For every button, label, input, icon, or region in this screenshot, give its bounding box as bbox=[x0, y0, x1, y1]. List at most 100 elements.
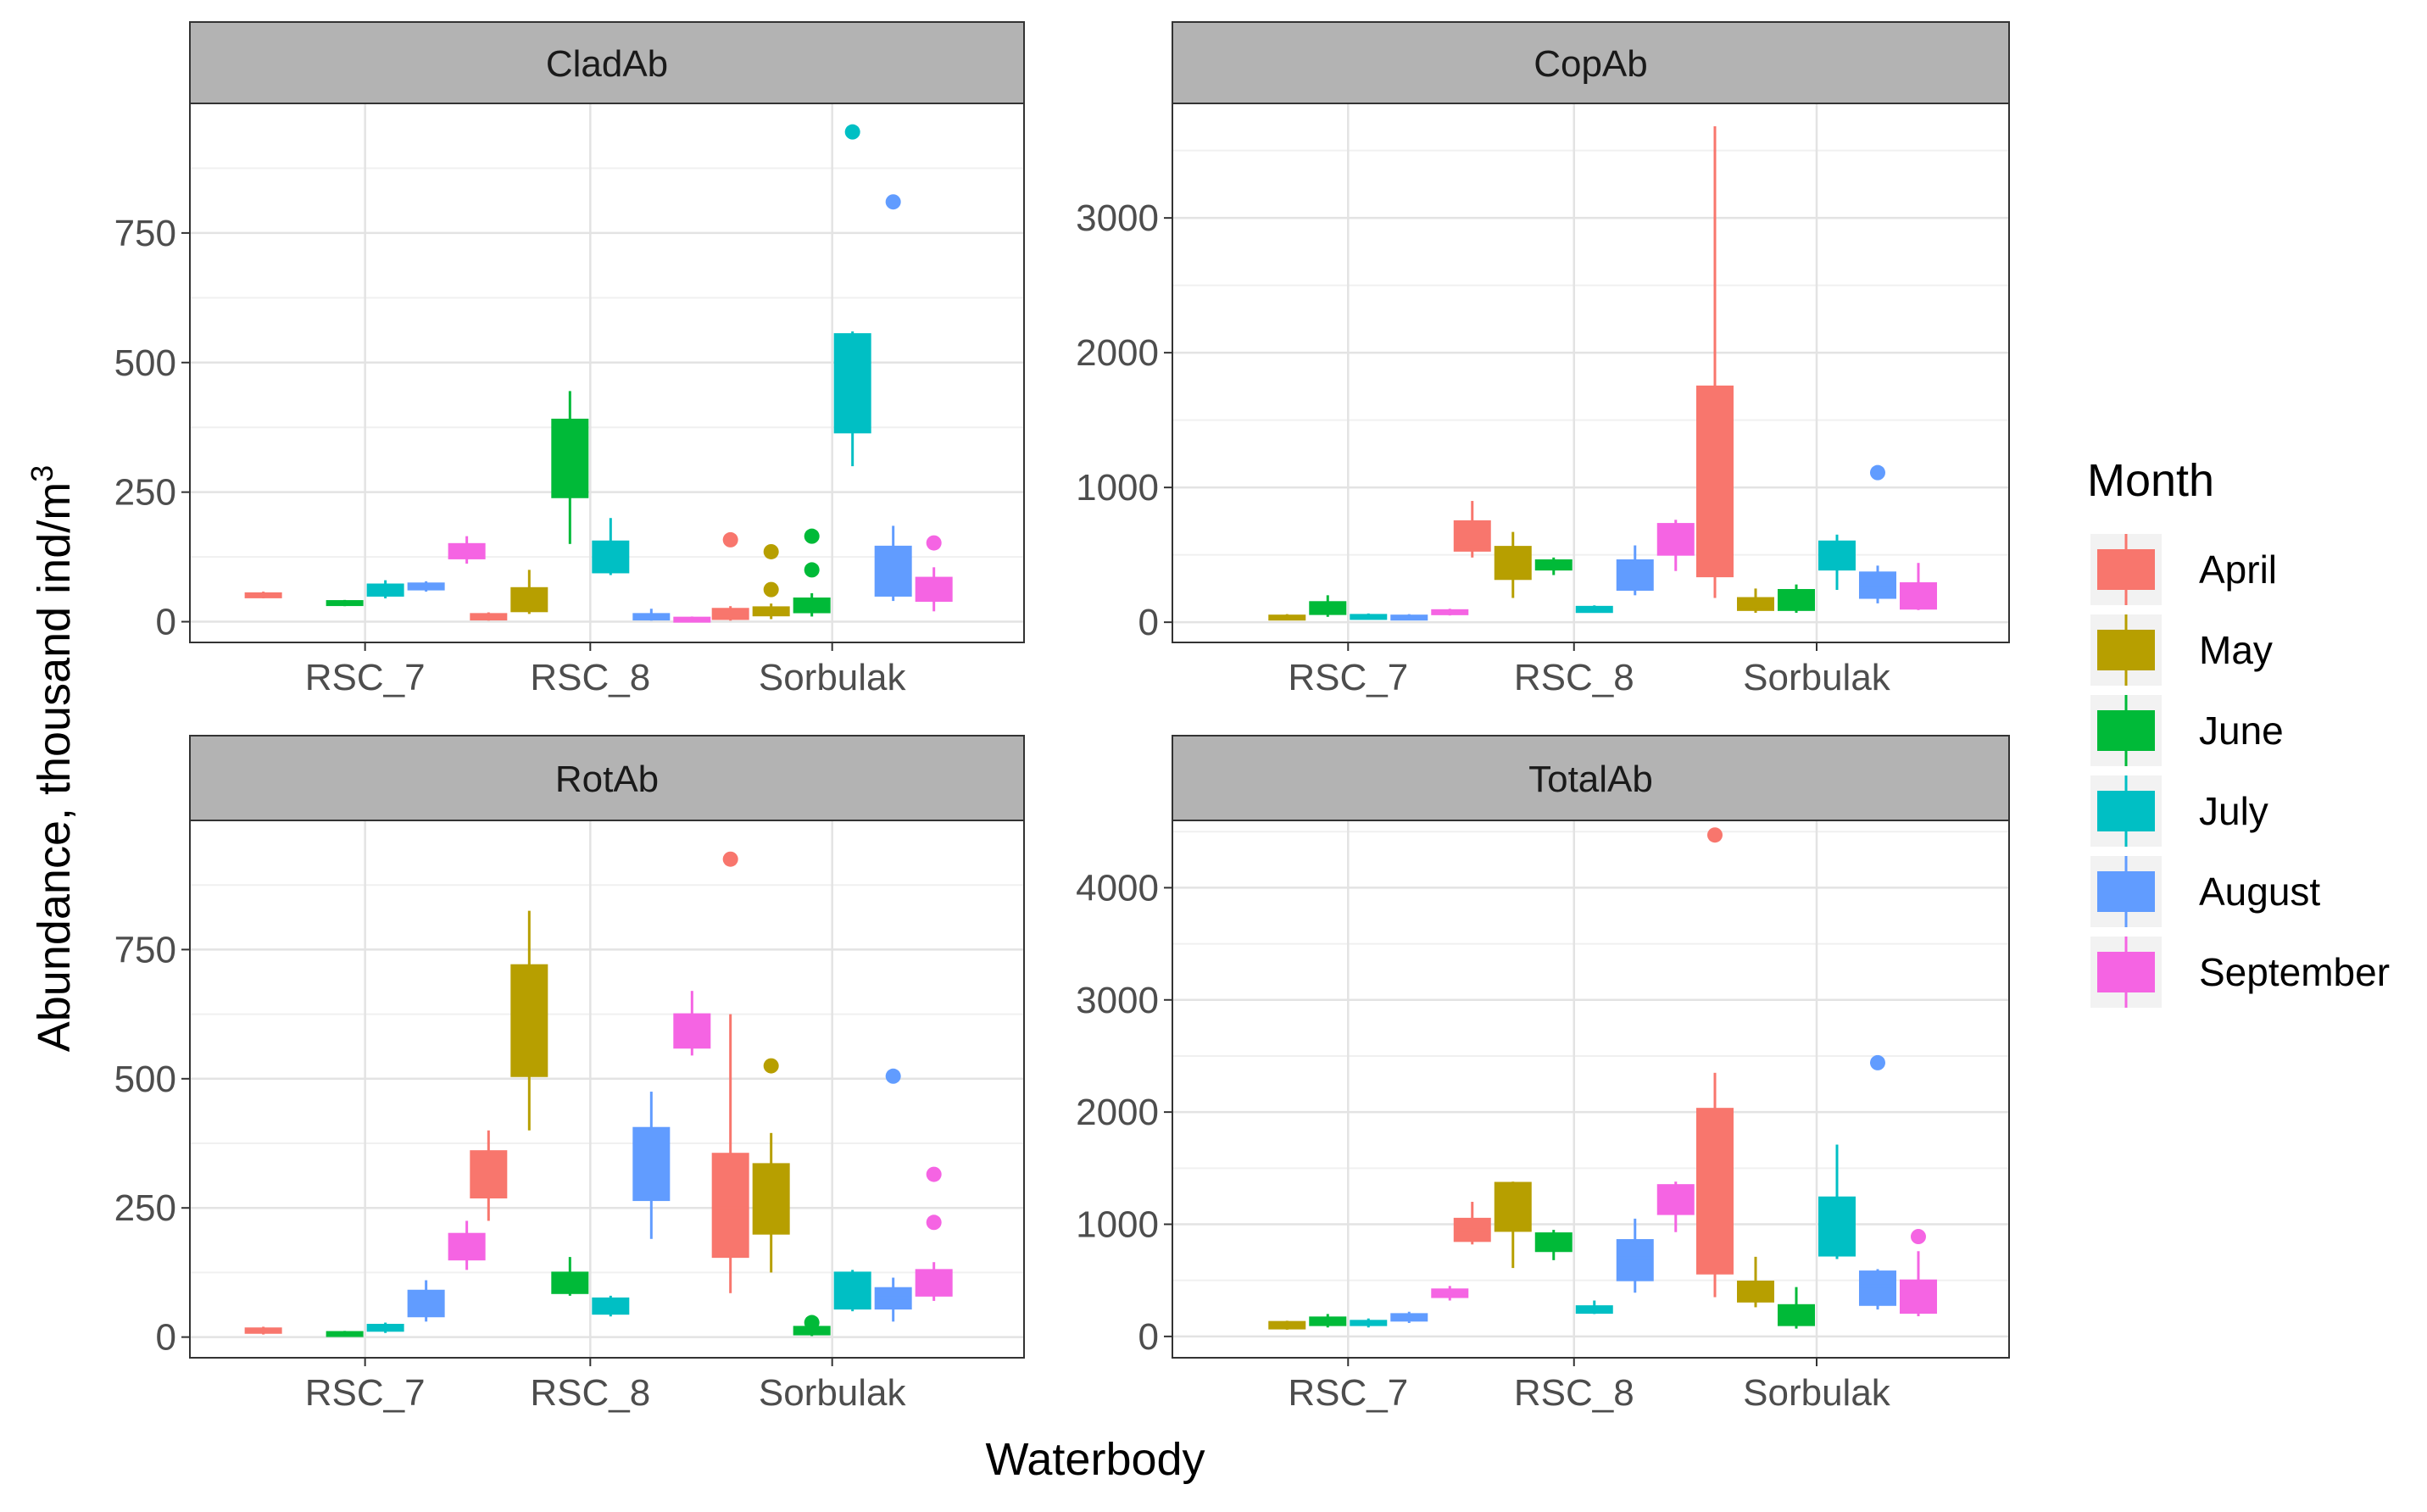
box-rsc_8-july bbox=[1575, 1300, 1613, 1315]
box-rsc_7-august bbox=[407, 1280, 445, 1322]
box-outlier bbox=[804, 562, 820, 578]
box-body bbox=[793, 598, 831, 614]
box-rsc_7-june bbox=[326, 599, 364, 607]
y-tick-label: 750 bbox=[114, 929, 176, 970]
box-body bbox=[1858, 571, 1896, 599]
box-rsc_8-july bbox=[1575, 605, 1613, 614]
legend-item-may: May bbox=[2090, 614, 2273, 686]
box-body bbox=[510, 964, 548, 1077]
y-tick-label: 1000 bbox=[1076, 1203, 1159, 1245]
box-body bbox=[1616, 1239, 1654, 1281]
box-body bbox=[915, 576, 953, 603]
panel-copab: 0 1000 2000 3000 RSC_7 RSC_8 Sorbulak CopAb bbox=[1076, 21, 2010, 698]
box-body bbox=[752, 1163, 790, 1235]
box-body bbox=[592, 540, 630, 574]
y-tick-label: 250 bbox=[114, 472, 176, 514]
box-body bbox=[833, 1271, 871, 1310]
box-rsc_8-september bbox=[673, 616, 711, 623]
legend-key-box bbox=[2097, 952, 2155, 992]
box-body bbox=[632, 1126, 671, 1202]
box-sorbulak-april bbox=[1695, 827, 1734, 1298]
box-outlier bbox=[885, 194, 901, 210]
box-body bbox=[833, 333, 871, 434]
box-rsc_8-august bbox=[632, 609, 671, 621]
box-rsc_8-may bbox=[510, 570, 548, 614]
box-sorbulak-july bbox=[1817, 534, 1856, 590]
box-sorbulak-august bbox=[1858, 464, 1896, 603]
box-body bbox=[711, 1153, 749, 1259]
box-sorbulak-may bbox=[752, 1058, 790, 1273]
box-body bbox=[915, 1269, 953, 1297]
panel-background bbox=[190, 820, 1024, 1358]
box-rsc_8-june bbox=[551, 391, 589, 544]
legend: Month April May June July August September bbox=[2087, 455, 2390, 1008]
legend-title: Month bbox=[2087, 455, 2214, 506]
panel-background bbox=[1172, 103, 2009, 642]
box-rsc_8-april bbox=[470, 1130, 508, 1221]
box-body bbox=[1695, 1108, 1734, 1275]
y-axis-title-main: Abundance, thousand ind/m bbox=[29, 482, 80, 1053]
box-rsc_8-june bbox=[551, 1257, 589, 1296]
box-rsc_8-june bbox=[1534, 1230, 1573, 1260]
box-rsc_7-june bbox=[1309, 1314, 1347, 1328]
box-body bbox=[407, 1289, 445, 1318]
y-tick-label: 0 bbox=[156, 602, 176, 643]
panel-background bbox=[1172, 820, 2009, 1358]
box-sorbulak-may bbox=[1736, 588, 1774, 614]
box-body bbox=[1777, 1304, 1815, 1326]
x-axis-title: Waterbody bbox=[985, 1434, 1205, 1485]
box-body bbox=[470, 1150, 508, 1199]
x-tick-label: Sorbulak bbox=[1743, 1372, 1891, 1414]
box-rsc_8-april bbox=[470, 612, 508, 621]
legend-key-box bbox=[2097, 791, 2155, 831]
box-rsc_7-june bbox=[1309, 595, 1347, 617]
panel-rotab: 0 250 500 750 RSC_7 RSC_8 Sorbulak RotAb bbox=[114, 735, 1025, 1414]
box-rsc_7-july bbox=[366, 1322, 404, 1333]
box-rsc_7-september bbox=[448, 1220, 486, 1270]
x-tick-label: Sorbulak bbox=[1743, 657, 1891, 698]
box-body bbox=[551, 1271, 589, 1294]
legend-label: June bbox=[2199, 709, 2284, 753]
box-rsc_7-august bbox=[1390, 614, 1428, 621]
panel-strip bbox=[1172, 21, 2010, 104]
box-sorbulak-april bbox=[1695, 126, 1734, 598]
box-outlier bbox=[722, 851, 738, 867]
x-tick-label: RSC_7 bbox=[305, 1372, 426, 1414]
box-sorbulak-september bbox=[1899, 1229, 1937, 1317]
box-rsc_8-august bbox=[1616, 545, 1654, 596]
box-outlier bbox=[1910, 1229, 1926, 1245]
box-rsc_8-may bbox=[1494, 531, 1532, 598]
panel-strip bbox=[1172, 735, 2010, 821]
legend-label: July bbox=[2199, 789, 2268, 833]
box-rsc_7-april bbox=[244, 592, 282, 599]
box-sorbulak-july bbox=[833, 1270, 871, 1312]
box-rsc_8-september bbox=[1656, 520, 1695, 571]
y-tick-label: 2000 bbox=[1076, 332, 1159, 374]
legend-label: September bbox=[2199, 950, 2390, 994]
box-outlier bbox=[926, 535, 942, 551]
box-sorbulak-june bbox=[793, 1315, 831, 1337]
x-tick-label: RSC_7 bbox=[1288, 1372, 1408, 1414]
legend-key-box bbox=[2097, 710, 2155, 751]
box-rsc_7-july bbox=[1350, 1318, 1388, 1328]
box-rsc_7-august bbox=[1390, 1311, 1428, 1323]
legend-key-box bbox=[2097, 630, 2155, 670]
box-sorbulak-september bbox=[1899, 563, 1937, 610]
box-body bbox=[551, 419, 589, 498]
box-sorbulak-july bbox=[833, 124, 871, 467]
y-tick-label: 0 bbox=[1138, 602, 1159, 643]
box-rsc_8-july bbox=[592, 1295, 630, 1317]
box-rsc_8-april bbox=[1453, 1202, 1491, 1245]
panel-strip-title: TotalAb bbox=[1528, 759, 1653, 800]
x-tick-label: RSC_8 bbox=[530, 657, 650, 698]
box-sorbulak-june bbox=[793, 528, 831, 617]
box-sorbulak-august bbox=[1858, 1054, 1896, 1310]
legend-item-september: September bbox=[2090, 937, 2390, 1008]
box-outlier bbox=[763, 1058, 779, 1074]
box-sorbulak-july bbox=[1817, 1144, 1856, 1259]
legend-label: April bbox=[2199, 548, 2277, 592]
box-outlier bbox=[763, 543, 779, 559]
x-tick-label: Sorbulak bbox=[759, 1372, 907, 1414]
legend-item-april: April bbox=[2090, 534, 2277, 605]
y-tick-label: 4000 bbox=[1076, 867, 1159, 909]
